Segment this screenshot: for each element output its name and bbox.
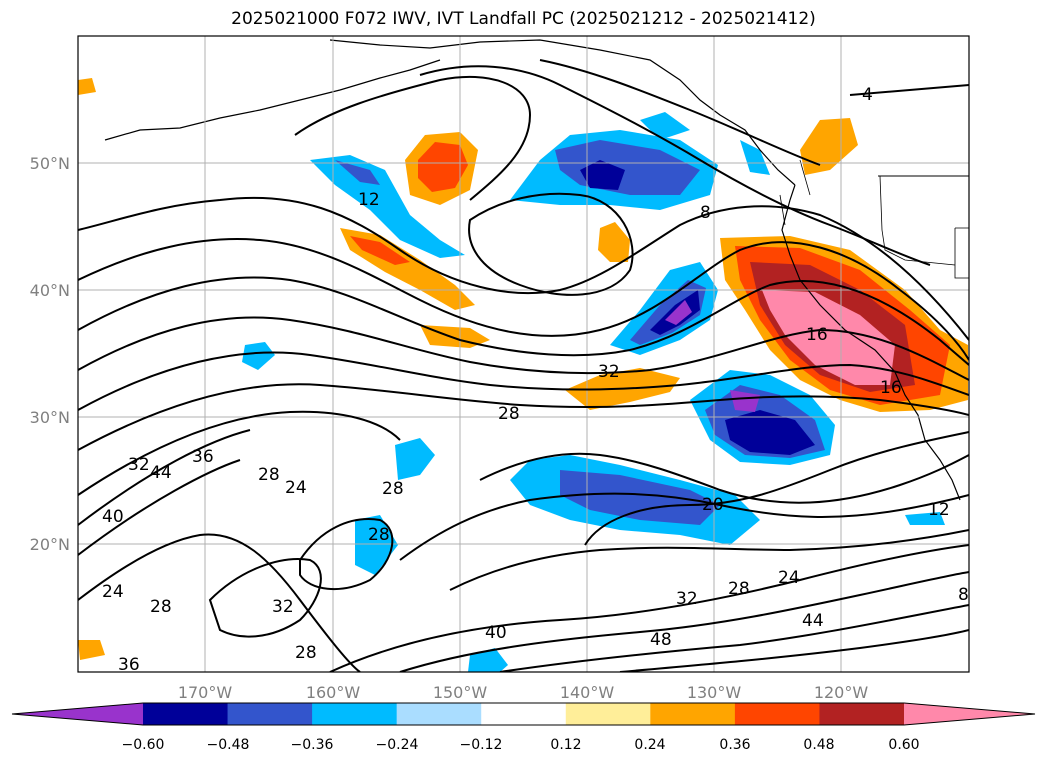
lon-tick-label: 150°W [433,683,488,702]
colorbar-segment [396,703,482,725]
shaded-anomalies [78,78,968,672]
contour-label: 32 [676,589,698,609]
colorbar-segment [650,703,736,725]
contour-label: 32 [598,362,620,382]
lat-tick-label: 30°N [30,408,70,427]
map-area: 4 8 12 16 16 20 24 24 24 28 28 28 28 28 … [78,36,969,675]
colorbar-ticks: −0.60 −0.48 −0.36 −0.24 −0.12 0.12 0.24 … [122,737,920,753]
lon-tick-label: 140°W [560,683,615,702]
contour-label: 28 [728,579,750,599]
contour-label: 8 [958,585,969,605]
lon-tick-label: 170°W [178,683,233,702]
contour-label: 4 [862,85,873,105]
contour-label: 24 [102,582,124,602]
colorbar-extend-high [904,703,1035,725]
colorbar-segment [565,703,651,725]
colorbar-segment [819,703,905,725]
contour-label: 28 [258,465,280,485]
contour-label: 36 [118,655,140,675]
contour-label: 16 [880,378,902,398]
contour-label: 44 [150,463,172,483]
colorbar-tick-label: 0.12 [550,737,581,753]
contour-label: 32 [128,455,150,475]
colorbar-segment [227,703,313,725]
contour-label: 44 [802,611,824,631]
contour-label: 40 [102,507,124,527]
map-frame [77,35,970,673]
colorbar-tick-label: 0.24 [634,737,665,753]
contour-label: 48 [650,630,672,650]
contour-label: 24 [778,568,800,588]
contour-label: 12 [358,190,380,210]
contour-label: 12 [928,500,950,520]
lon-tick-label: 120°W [814,683,869,702]
contour-label: 16 [806,325,828,345]
colorbar-tick-label: 0.36 [719,737,750,753]
contour-label: 32 [272,597,294,617]
contour-label: 40 [485,623,507,643]
colorbar: −0.60 −0.48 −0.36 −0.24 −0.12 0.12 0.24 … [11,702,1036,753]
contour-label: 36 [192,447,214,467]
colorbar-tick-label: −0.60 [122,737,165,753]
positive-anomaly-bc [800,118,858,175]
lat-tick-label: 40°N [30,281,70,300]
lat-tick-labels: 50°N 40°N 30°N 20°N [30,154,70,554]
colorbar-tick-label: −0.12 [460,737,503,753]
lon-tick-label: 160°W [306,683,361,702]
colorbar-segment [143,703,229,725]
contour-label: 24 [285,478,307,498]
colorbar-tick-label: 0.48 [803,737,834,753]
colorbar-outline [11,702,1036,726]
colorbar-segment [734,703,820,725]
colorbar-tick-label: 0.60 [888,737,919,753]
contour-label: 28 [382,479,404,499]
graticule [78,36,969,672]
contour-label: 28 [498,404,520,424]
contour-label: 28 [150,597,172,617]
colorbar-tick-label: −0.24 [376,737,419,753]
lon-tick-label: 130°W [687,683,742,702]
colorbar-segment [481,703,567,725]
contour-label: 28 [368,525,390,545]
lat-tick-label: 20°N [30,535,70,554]
lon-tick-labels: 170°W 160°W 150°W 140°W 130°W 120°W [178,683,869,702]
contour-label: 8 [700,203,711,223]
map-title: 2025021000 F072 IWV, IVT Landfall PC (20… [231,9,816,29]
colorbar-segment [312,703,398,725]
colorbar-tick-label: −0.48 [207,737,250,753]
contour-labels: 4 8 12 16 16 20 24 24 24 28 28 28 28 28 … [102,85,969,675]
colorbar-tick-label: −0.36 [291,737,334,753]
contour-label: 28 [295,643,317,663]
contour-label: 20 [702,495,724,515]
colorbar-extend-low [12,703,143,725]
lat-tick-label: 50°N [30,154,70,173]
ivt-contours [78,59,969,672]
